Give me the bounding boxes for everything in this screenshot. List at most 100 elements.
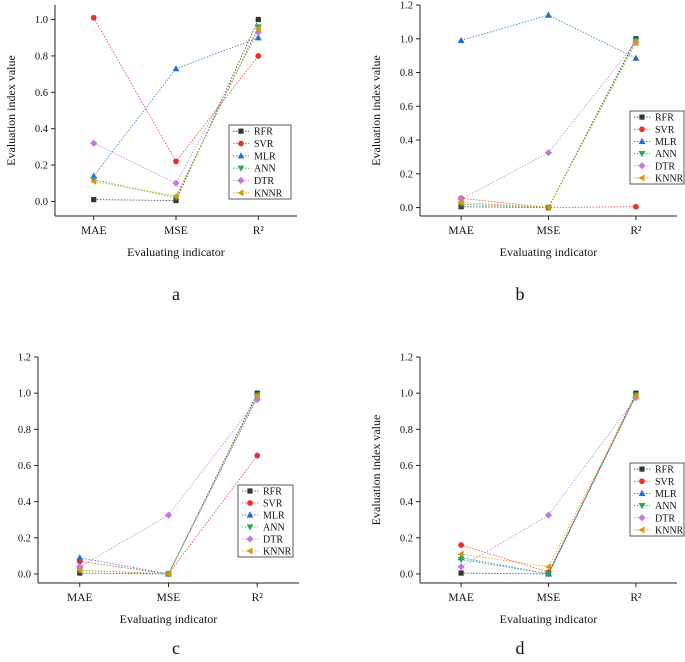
x-tick-label: MAE: [448, 592, 474, 604]
legend-label-ann: ANN: [254, 164, 276, 175]
data-point-knnr: [632, 39, 639, 47]
x-axis-title: Evaluating indicator: [500, 612, 598, 626]
x-tick-label: R²: [252, 592, 264, 604]
legend-marker-ann: [638, 502, 646, 510]
y-tick-label: 0.4: [400, 136, 414, 147]
legend-box: [629, 462, 685, 537]
data-point-mlr: [254, 34, 262, 41]
data-point-ann: [545, 571, 552, 578]
legend-label-dtr: DTR: [655, 161, 675, 172]
panel-label: c: [172, 638, 180, 657]
y-tick-label: 0.8: [35, 51, 48, 62]
y-tick-label: 0.6: [400, 102, 413, 113]
y-axis-title: Evaluation index value: [369, 55, 383, 166]
legend-label-svr: SVR: [655, 125, 675, 136]
data-point-mlr: [457, 36, 465, 44]
y-tick-label: 0.4: [18, 497, 32, 508]
legend-label-dtr: DTR: [263, 535, 283, 546]
legend-marker-dtr: [237, 176, 245, 185]
x-tick-label: MSE: [537, 592, 561, 604]
legend-marker-ann: [246, 524, 254, 531]
y-axis-title: Evaluation index value: [369, 415, 383, 526]
x-tick-label: R²: [253, 225, 265, 237]
data-point-dtr: [164, 511, 173, 519]
x-tick-label: MSE: [537, 225, 561, 237]
y-tick-label: 0.8: [400, 425, 413, 436]
y-tick-label: 1.2: [400, 353, 413, 364]
y-tick-label: 0.8: [400, 68, 413, 79]
legend-label-knnr: KNNR: [655, 173, 684, 184]
data-point-svr: [254, 452, 261, 459]
series-line-rfr: [79, 392, 258, 575]
series-line-rfr: [461, 38, 637, 208]
legend-label-mlr: MLR: [263, 511, 285, 522]
panel-label: d: [516, 638, 525, 657]
legend-marker-svr: [247, 500, 253, 506]
data-point-rfr: [255, 16, 261, 23]
data-point-knnr: [90, 178, 97, 185]
series-line-mlr: [461, 14, 637, 59]
legend-marker-rfr: [247, 488, 253, 494]
chart-panel-c: 0.0 0.2 0.4 0.6 0.8 1.0 1.2 MAE MSE R² Evaluating …: [0, 353, 299, 658]
y-tick-label: 0.4: [400, 497, 414, 508]
legend-marker-knnr: [237, 189, 244, 197]
y-tick-label: 0.6: [18, 461, 31, 472]
legend-marker-rfr: [238, 128, 244, 134]
series-line-svr: [461, 394, 637, 573]
data-point-svr: [173, 158, 179, 165]
data-point-mlr: [76, 554, 84, 561]
data-point-knnr: [254, 25, 261, 33]
legend-marker-svr: [639, 126, 645, 133]
chart-panel-a: 0.0 0.2 0.4 0.6 0.8 1.0 MAE MSE R² Evaluating ind…: [4, 5, 297, 304]
series-line-ann: [461, 40, 637, 208]
x-axis-title: Evaluating indicator: [120, 612, 218, 626]
y-tick-label: 0.6: [35, 88, 48, 99]
y-tick-label: 0.2: [400, 169, 413, 180]
y-tick-label: 0.0: [400, 569, 413, 580]
data-point-svr: [458, 542, 465, 548]
x-tick-label: MSE: [157, 592, 181, 604]
x-tick-label: MAE: [81, 225, 107, 237]
y-axis-title: Evaluation index value: [0, 415, 1, 526]
legend-label-knnr: KNNR: [655, 525, 684, 536]
legend-marker-dtr: [246, 535, 254, 543]
data-point-dtr: [172, 179, 180, 187]
legend-marker-ann: [237, 165, 245, 172]
series-line-mlr: [461, 395, 637, 575]
legend-label-knnr: KNNR: [263, 547, 292, 558]
data-point-dtr: [253, 395, 261, 404]
series-line-ann: [461, 394, 637, 575]
legend-marker-knnr: [246, 547, 253, 555]
legend-box: [237, 484, 294, 558]
y-tick-label: 0.0: [400, 203, 413, 214]
y-tick-label: 0.8: [18, 425, 31, 436]
data-point-rfr: [91, 197, 97, 203]
legend-label-mlr: MLR: [655, 489, 677, 500]
legend-label-mlr: MLR: [655, 137, 677, 148]
series-line-knnr: [461, 395, 637, 568]
data-point-svr: [90, 14, 97, 21]
legend-marker-svr: [238, 140, 244, 147]
series-line-knnr: [79, 395, 258, 575]
series-line-knnr: [93, 28, 259, 197]
y-tick-label: 1.0: [400, 34, 413, 45]
series-line-dtr: [460, 397, 637, 568]
x-axis-title: Evaluating indicator: [127, 245, 225, 259]
legend-box: [629, 110, 685, 185]
data-point-dtr: [544, 149, 553, 157]
legend-label-rfr: RFR: [263, 487, 282, 498]
y-tick-label: 1.2: [18, 353, 31, 364]
y-tick-label: 1.2: [400, 1, 413, 12]
legend-marker-svr: [639, 478, 645, 485]
legend-label-svr: SVR: [655, 477, 675, 488]
data-point-svr: [255, 53, 262, 59]
series-line-knnr: [461, 42, 637, 208]
x-tick-label: R²: [630, 225, 642, 237]
data-point-knnr: [172, 192, 179, 200]
series-line-dtr: [79, 399, 258, 568]
legend-marker-dtr: [638, 162, 646, 170]
series-line-mlr: [79, 397, 258, 575]
